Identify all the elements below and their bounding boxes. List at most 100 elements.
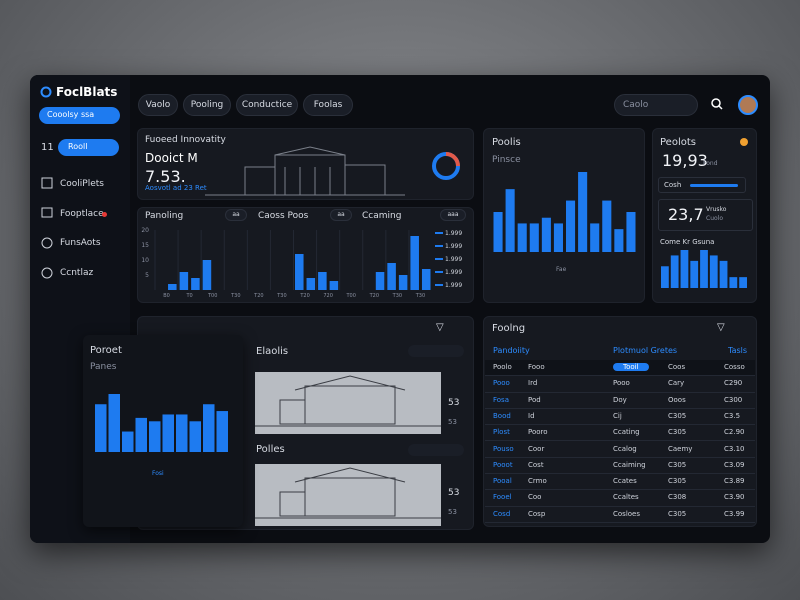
products-value2: 23,7 — [668, 205, 704, 224]
table-header-pill: Tooil — [613, 363, 649, 371]
x-tick-label: B0 — [163, 293, 170, 299]
projects-subtitle: Pinsce — [492, 155, 521, 165]
x-tick-label: T30 — [276, 293, 286, 299]
action-label[interactable]: Cooolsy ssa — [47, 110, 95, 119]
card-icon[interactable]: ▽ — [436, 322, 444, 333]
table-group: Plotmuol Gretes — [613, 346, 678, 355]
products-chart-title: Come Kr Gsuna — [660, 238, 715, 246]
search-icon[interactable] — [707, 94, 727, 114]
bar — [176, 414, 188, 452]
table-cell: C300 — [724, 395, 743, 404]
table-cell: Pooo — [493, 379, 510, 388]
search-box[interactable]: Caolo — [614, 94, 698, 116]
bar — [168, 284, 177, 290]
bar — [709, 255, 718, 288]
donut — [432, 152, 460, 180]
nav-item[interactable]: FunsAots — [60, 238, 101, 248]
table-cell: Pooo — [613, 379, 630, 388]
nav-item[interactable]: Ccntlaz — [60, 268, 94, 278]
table-cell: Cosso — [724, 363, 745, 371]
report-caption: Fosi — [152, 470, 164, 477]
activity-filter[interactable]: aaa — [440, 209, 466, 221]
gallery-toggle[interactable] — [408, 444, 464, 456]
activity-tab[interactable]: Ccaming — [362, 211, 402, 221]
nav-item[interactable]: CooliPlets — [60, 179, 104, 189]
bar — [553, 223, 563, 252]
nav-item[interactable]: Fooptlace — [60, 209, 104, 219]
filter-badge: 11 — [41, 142, 54, 153]
building-sketch — [205, 146, 405, 196]
table-cell: C305 — [668, 411, 687, 420]
bar — [680, 250, 689, 288]
table-cell: Bood — [493, 411, 511, 420]
table-row — [485, 458, 755, 475]
top-tab[interactable]: Pooling — [183, 94, 231, 116]
x-tick-label: T00 — [207, 293, 217, 299]
table-row — [485, 376, 755, 393]
gallery-stat: 53 — [448, 398, 460, 408]
stat-box — [658, 199, 753, 231]
filter-button[interactable] — [58, 139, 119, 156]
brand-icon — [40, 86, 52, 98]
table-cell: Ccating — [613, 428, 640, 437]
x-tick-label: T20 — [299, 293, 309, 299]
table-cell: Ccaltes — [613, 493, 639, 502]
avatar[interactable] — [738, 95, 758, 115]
table-cell: Ccalog — [613, 444, 637, 453]
bar — [95, 404, 107, 452]
status-dot — [740, 138, 748, 146]
x-tick-label: T20 — [253, 293, 263, 299]
nav-icons — [41, 177, 53, 279]
table-row — [485, 393, 755, 409]
bar — [306, 278, 316, 290]
report-title: Poroet — [90, 345, 122, 356]
table-row — [485, 474, 755, 491]
table-cell: Cosp — [528, 509, 546, 518]
table-cell: Caemy — [668, 444, 693, 453]
activity-filter[interactable]: aa — [225, 209, 247, 221]
brand: FoclBlats — [56, 85, 118, 99]
bar — [493, 212, 503, 252]
products-value: 19,93 — [662, 151, 708, 170]
y-tick-label: 15 — [141, 242, 149, 249]
table-cell: Fooo — [528, 363, 545, 371]
card-icon[interactable]: ▽ — [717, 322, 725, 333]
top-tab[interactable]: Vaolo — [138, 94, 178, 116]
table-cell: Cosd — [493, 509, 511, 518]
bar — [670, 255, 679, 288]
top-tab[interactable]: Foolas — [303, 94, 353, 116]
y-tick-label: 10 — [141, 257, 149, 264]
bar — [661, 266, 669, 288]
sketch — [255, 464, 441, 526]
table-cell: C3.5 — [724, 411, 741, 420]
table-cell: Cosloes — [613, 509, 640, 518]
activity-filter[interactable]: aa — [330, 209, 352, 221]
overview-note: Aosvotl ad 23 Ret — [145, 184, 207, 192]
x-tick-label: T30 — [230, 293, 240, 299]
top-tab[interactable]: Conductice — [236, 94, 298, 116]
table-cell: Doy — [613, 395, 627, 404]
products-unit: Fond — [703, 160, 718, 167]
table-cell: C2.90 — [724, 428, 745, 437]
table-cell: Ccates — [613, 477, 637, 486]
action-button[interactable] — [39, 107, 120, 124]
table-cell: Pod — [528, 395, 541, 404]
table-cell: C3.89 — [724, 477, 745, 486]
table-row — [485, 507, 755, 523]
bar — [122, 431, 134, 452]
gallery-title: Polles — [256, 444, 285, 455]
table-row — [485, 425, 755, 442]
table-cell: C3.99 — [724, 509, 745, 518]
bar — [505, 189, 515, 252]
filter-label[interactable]: Rooll — [68, 142, 88, 151]
gallery-toggle[interactable] — [408, 345, 464, 357]
table-cell: Ccaiming — [613, 460, 646, 469]
products-title: Peolots — [660, 137, 696, 148]
table-cell: Poolo — [493, 363, 512, 371]
bar — [162, 414, 174, 452]
activity-tab[interactable]: Caoss Poos — [258, 211, 309, 221]
activity-tab[interactable]: Panoling — [145, 211, 184, 221]
activity-chart: 5 10 15 20 B0 T0 T00 T30 T20 T30 T20 720 T00 T20 T30 T3… — [141, 227, 462, 299]
